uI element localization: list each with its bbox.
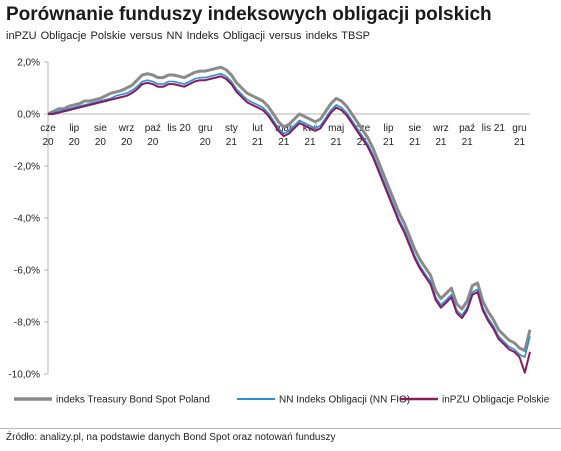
legend-item-tbsp-label: indeks Treasury Bond Spot Poland — [56, 395, 210, 406]
x-tick-label-month: lip — [69, 123, 79, 134]
y-tick-label: -10,0% — [8, 370, 40, 381]
series-line-pzu — [48, 75, 531, 374]
source-divider — [0, 428, 561, 429]
x-tick-label-year: 20 — [147, 137, 159, 148]
x-tick-label-year: 21 — [278, 137, 290, 148]
legend-item-nn-label: NN Indeks Obligacji (NN FIO) — [279, 395, 410, 406]
x-tick-label-year: 21 — [331, 137, 343, 148]
x-tick-label-month: sie — [408, 123, 421, 134]
y-tick-label: -2,0% — [14, 162, 40, 173]
x-tick-label-year: 21 — [435, 137, 447, 148]
series-line-tbsp — [47, 65, 532, 353]
chart-axes — [44, 61, 530, 375]
series-lines — [47, 65, 532, 374]
x-tick-label-month: lis 21 — [482, 123, 506, 134]
x-tick-label-month: lut — [252, 123, 263, 134]
x-tick-label-month: gru — [198, 123, 212, 134]
x-tick-label-month: sty — [225, 123, 238, 134]
x-tick-label-year: 21 — [462, 137, 474, 148]
chart-subtitle: inPZU Obligacje Polskie versus NN Indeks… — [6, 30, 370, 42]
y-tick-label: -8,0% — [14, 318, 40, 329]
x-tick-label-year: 21 — [357, 137, 369, 148]
y-tick-label: 2,0% — [17, 58, 40, 69]
x-tick-label-month: paź — [145, 123, 161, 134]
x-tick-label-year: 21 — [304, 137, 316, 148]
x-tick-label-year: 21 — [383, 137, 395, 148]
x-tick-label-month: wrz — [432, 123, 449, 134]
x-tick-label-month: sie — [94, 123, 107, 134]
x-tick-label-year: 21 — [226, 137, 238, 148]
chart-legend: indeks Treasury Bond Spot Poland NN Indek… — [14, 395, 550, 406]
x-tick-label-year: 20 — [69, 137, 81, 148]
x-tick-label-month: paź — [459, 123, 475, 134]
x-tick-label-month: lip — [384, 123, 394, 134]
line-chart: 2,0% 0,0% -2,0% -4,0% -6,0% -8,0% -10,0% cze 20… — [8, 58, 550, 406]
x-tick-label-month: gru — [512, 123, 526, 134]
x-tick-label-year: 21 — [409, 137, 421, 148]
y-tick-label: -6,0% — [14, 266, 40, 277]
x-tick-label-year: 20 — [121, 137, 133, 148]
x-tick-label-year: 20 — [95, 137, 107, 148]
y-axis-tick-labels: 2,0% 0,0% -2,0% -4,0% -6,0% -8,0% -10,0% — [8, 58, 40, 381]
x-tick-label-month: lis 20 — [167, 123, 191, 134]
x-axis-tick-labels: cze 20 lip 20 sie 20 wrz 20 paź 20 lis 20 gru 20 sty 2… — [40, 123, 527, 148]
x-tick-label-month: cze — [40, 123, 56, 134]
x-tick-label-year: 21 — [514, 137, 526, 148]
x-tick-label-year: 21 — [252, 137, 264, 148]
x-tick-label-month: maj — [328, 123, 344, 134]
x-tick-label-month: wrz — [118, 123, 135, 134]
y-tick-label: -4,0% — [14, 214, 40, 225]
x-tick-label-year: 20 — [42, 137, 54, 148]
source-note: Źródło: analizy.pl, na podstawie danych … — [6, 432, 336, 443]
legend-item-pzu-label: inPZU Obligacje Polskie — [442, 395, 550, 406]
x-tick-label-year: 20 — [200, 137, 212, 148]
y-tick-label: 0,0% — [17, 110, 40, 121]
x-tick-label-month: mar — [275, 123, 293, 134]
chart-title: Porównanie funduszy indeksowych obligacj… — [6, 4, 492, 25]
series-line-nn — [47, 72, 531, 358]
